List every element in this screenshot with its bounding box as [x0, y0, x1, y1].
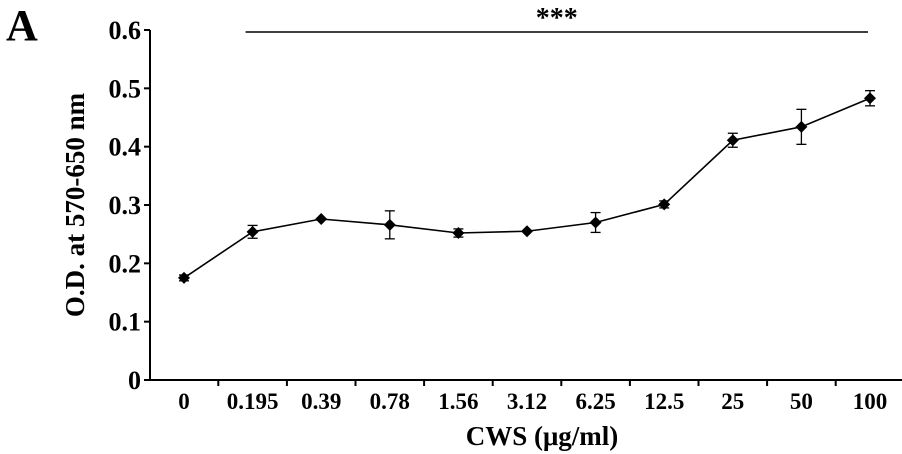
- data-point: [726, 134, 739, 147]
- data-point: [383, 218, 396, 231]
- data-line: [183, 97, 871, 279]
- x-tick-label: 0.78: [370, 389, 410, 414]
- x-tick-label: 1.56: [438, 389, 478, 414]
- y-tick-label: 0.1: [109, 308, 142, 337]
- data-point: [795, 120, 808, 133]
- x-tick-label: 0.39: [301, 389, 341, 414]
- x-tick-label: 0.195: [227, 389, 279, 414]
- x-axis-title: CWS (μg/ml): [466, 421, 619, 451]
- data-point: [178, 271, 190, 284]
- y-tick-label: 0.6: [109, 16, 142, 45]
- panel-label: A: [6, 1, 38, 50]
- x-tick-label: 50: [790, 389, 813, 414]
- x-tick-label: 12.5: [644, 389, 684, 414]
- x-tick-label: 100: [853, 389, 888, 414]
- y-tick-label: 0.5: [109, 74, 142, 103]
- x-tick-label: 0: [178, 389, 190, 414]
- data-point: [315, 213, 328, 225]
- x-tick-label: 6.25: [575, 389, 615, 414]
- data-point: [658, 198, 671, 211]
- data-point: [589, 216, 602, 229]
- data-point: [864, 92, 876, 105]
- data-point: [521, 225, 533, 238]
- data-point: [246, 225, 259, 238]
- y-tick-label: 0: [128, 366, 141, 395]
- plot-area: [178, 90, 876, 284]
- x-axis: 0 0.195 0.39 0.78 1.56 3.12 6.25 12.5 25 50 100 CWS…: [150, 379, 902, 451]
- data-point: [452, 227, 465, 239]
- y-tick-label: 0.2: [109, 249, 142, 278]
- y-axis-title: O.D. at 570-650 nm: [60, 92, 90, 317]
- x-tick-label: 3.12: [507, 389, 547, 414]
- y-tick-label: 0.3: [109, 191, 142, 220]
- significance-label: ***: [536, 3, 578, 34]
- y-tick-label: 0.4: [109, 133, 142, 162]
- significance-annotation: ***: [245, 3, 868, 34]
- x-tick-label: 25: [721, 389, 744, 414]
- y-axis: 0 0.1 0.2 0.3 0.4 0.5 0.6 O.D. at 570-650 nm: [60, 16, 151, 395]
